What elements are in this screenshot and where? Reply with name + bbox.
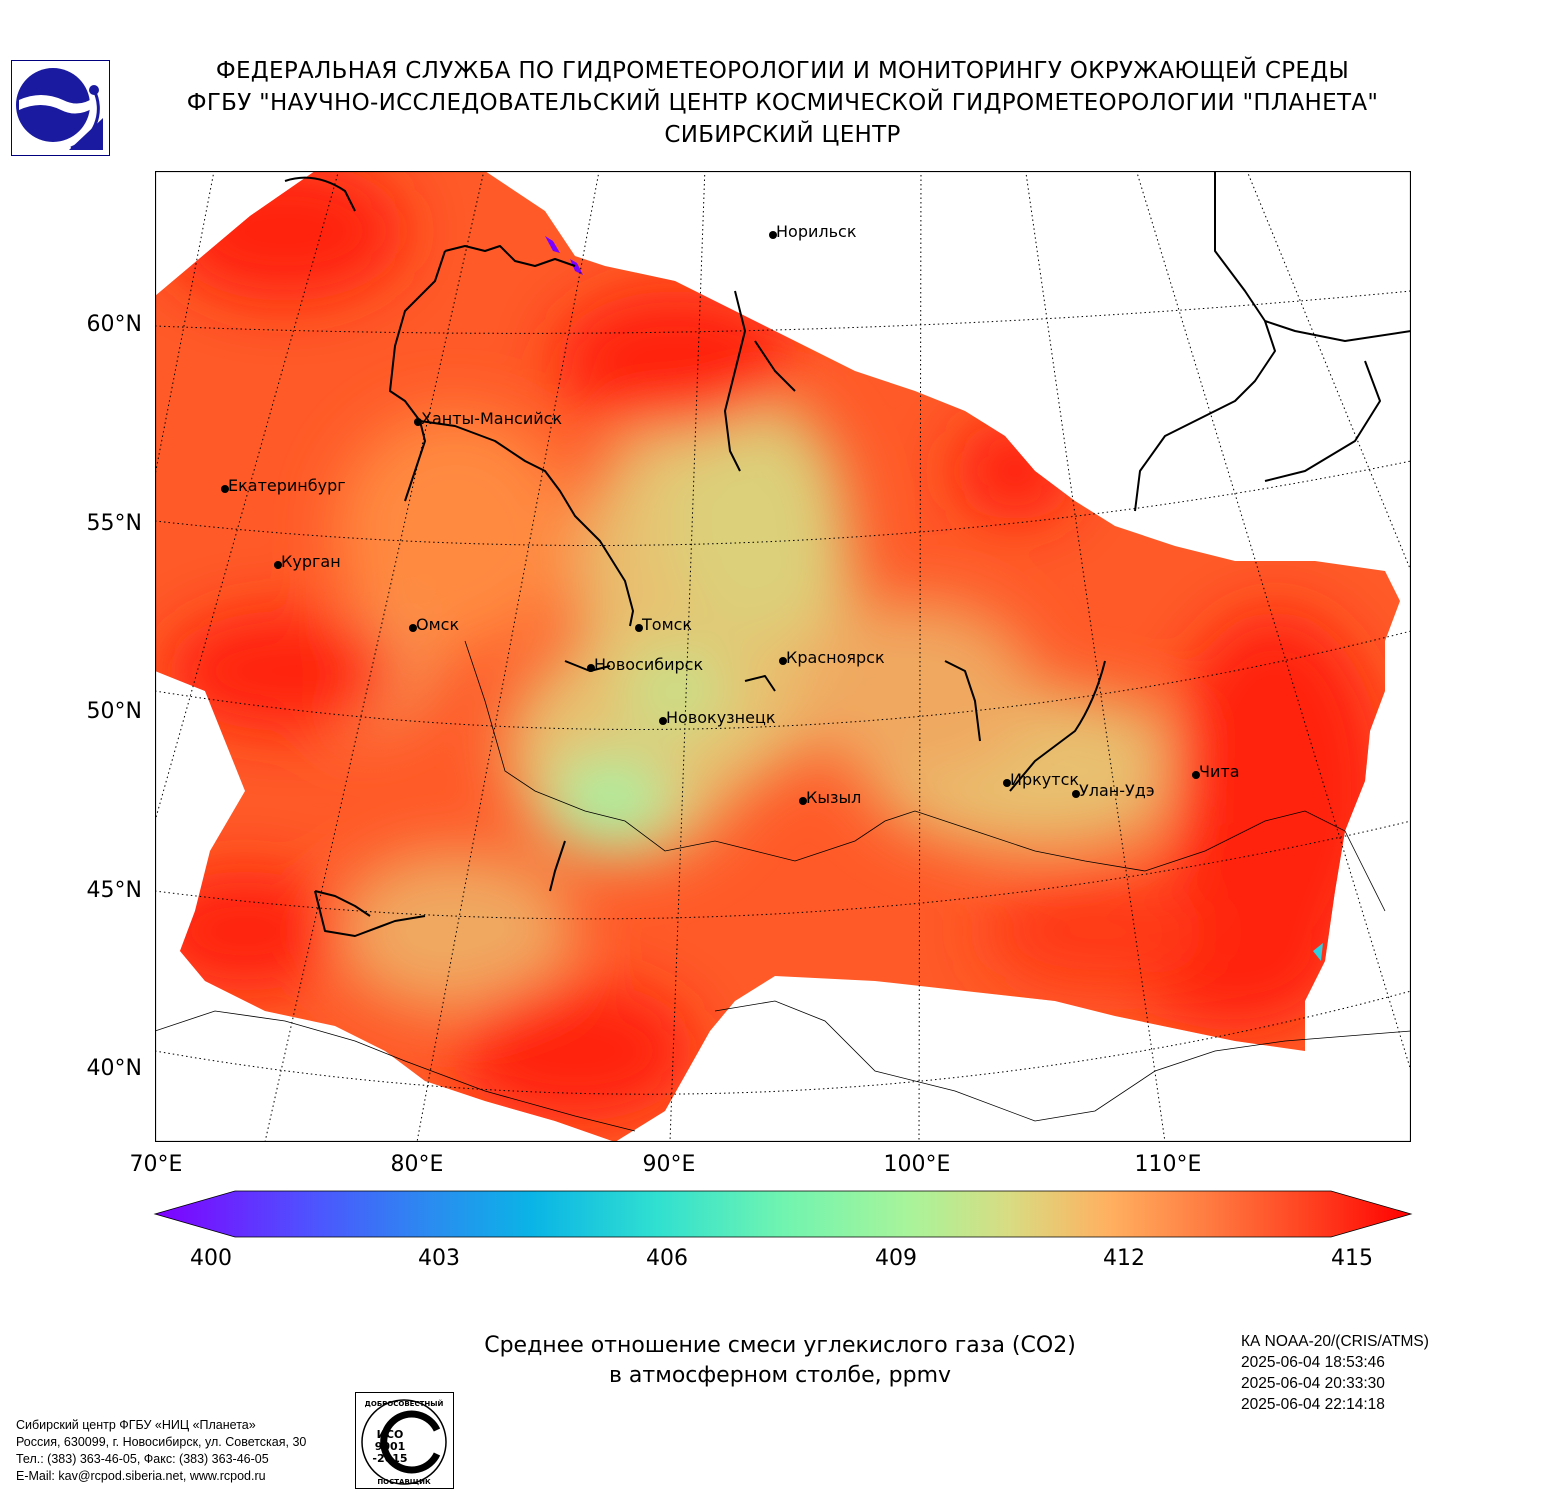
city-label: Улан-Удэ — [1079, 781, 1155, 800]
city-label: Новокузнецк — [666, 708, 776, 727]
org-phone: Тел.: (383) 363-46-05, Факс: (383) 363-4… — [16, 1452, 269, 1466]
country-borders — [155, 640, 1411, 1132]
city-dot-icon — [274, 561, 282, 569]
lon-label-110: 110°E — [1134, 1152, 1202, 1177]
iso-year: -2015 — [372, 1452, 407, 1465]
planeta-logo-icon — [11, 60, 110, 156]
colorbar-tick: 415 — [1331, 1246, 1373, 1271]
co2-map — [155, 171, 1411, 1142]
colorbar — [153, 1190, 1413, 1238]
city-dot-icon — [635, 624, 643, 632]
lat-label-40: 40°N — [86, 1056, 142, 1081]
pass-time: 2025-06-04 18:53:46 — [1241, 1354, 1385, 1371]
org-address: Россия, 630099, г. Новосибирск, ул. Сове… — [16, 1435, 307, 1449]
city-dot-icon — [779, 657, 787, 665]
satellite-name: КА NOAA-20/(CRIS/ATMS) — [1241, 1333, 1429, 1350]
city-label: Новосибирск — [594, 655, 704, 674]
city-dot-icon — [769, 231, 777, 239]
lat-label-55: 55°N — [86, 511, 142, 536]
city-dot-icon — [221, 485, 229, 493]
city-label: Чита — [1199, 762, 1240, 781]
city-label: Ханты-Мансийск — [421, 409, 563, 428]
iso-bottom-text: ПОСТАВЩИК — [377, 1478, 431, 1486]
iso-9001-badge-icon: ДОБРОСОВЕСТНЫЙ ИСО 9001 -2015 ПОСТАВЩИК — [355, 1392, 454, 1489]
city-dot-icon — [1072, 790, 1080, 798]
city-label: Екатеринбург — [228, 476, 346, 495]
pass-time: 2025-06-04 22:14:18 — [1241, 1396, 1385, 1413]
city-label: Кызыл — [806, 788, 862, 807]
rivers-coastline — [284, 171, 1411, 937]
lon-label-100: 100°E — [883, 1152, 951, 1177]
colorbar-tick: 403 — [418, 1246, 460, 1271]
org-name: Сибирский центр ФГБУ «НИЦ «Планета» — [16, 1418, 256, 1432]
lon-label-80: 80°E — [390, 1152, 444, 1177]
lon-label-90: 90°E — [642, 1152, 696, 1177]
iso-top-text: ДОБРОСОВЕСТНЫЙ — [365, 1399, 444, 1408]
city-label: Омск — [416, 615, 460, 634]
city-dot-icon — [659, 717, 667, 725]
lon-label-70: 70°E — [129, 1152, 183, 1177]
iso-label: ИСО — [377, 1428, 404, 1441]
city-dot-icon — [414, 418, 422, 426]
graticule — [155, 171, 1411, 1142]
city-label: Красноярск — [786, 648, 885, 667]
header-title-line-1: ФЕДЕРАЛЬНАЯ СЛУЖБА ПО ГИДРОМЕТЕОРОЛОГИИ … — [215, 58, 1350, 84]
colorbar-tick: 412 — [1103, 1246, 1145, 1271]
city-dot-icon — [409, 624, 417, 632]
city-dot-icon — [587, 664, 595, 672]
iso-number: 9001 — [375, 1440, 406, 1453]
city-dot-icon — [799, 797, 807, 805]
city-dot-icon — [1192, 771, 1200, 779]
caption-line-2: в атмосферном столбе, ppmv — [608, 1363, 952, 1388]
colorbar-tick: 400 — [190, 1246, 232, 1271]
city-label: Иркутск — [1010, 770, 1080, 789]
lat-label-60: 60°N — [86, 312, 142, 337]
header-title-line-3: СИБИРСКИЙ ЦЕНТР — [664, 122, 901, 148]
city-dot-icon — [1003, 779, 1011, 787]
lat-label-45: 45°N — [86, 878, 142, 903]
pass-time: 2025-06-04 20:33:30 — [1241, 1375, 1385, 1392]
city-label: Курган — [281, 552, 341, 571]
city-label: Норильск — [776, 222, 857, 241]
caption-line-1: Среднее отношение смеси углекислого газа… — [484, 1333, 1076, 1358]
colorbar-tick: 406 — [646, 1246, 688, 1271]
lat-label-50: 50°N — [86, 699, 142, 724]
org-email: E-Mail: kav@rcpod.siberia.net, www.rcpod… — [16, 1469, 266, 1483]
city-label: Томск — [642, 615, 693, 634]
header-title-line-2: ФГБУ "НАУЧНО-ИССЛЕДОВАТЕЛЬСКИЙ ЦЕНТР КОС… — [186, 90, 1379, 116]
colorbar-tick: 409 — [875, 1246, 917, 1271]
